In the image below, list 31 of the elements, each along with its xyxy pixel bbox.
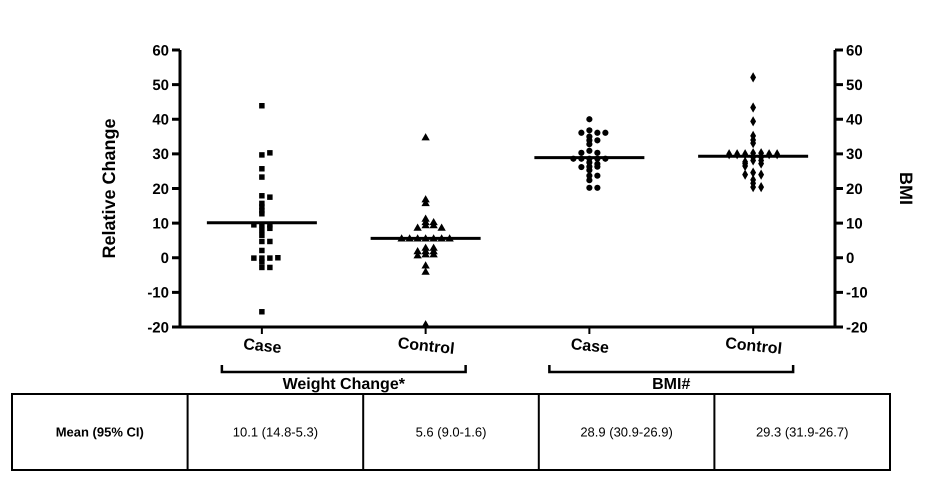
y-tick-label: 0 bbox=[160, 250, 169, 267]
x-tick-label: Case bbox=[570, 336, 610, 357]
text: 28.9 (30.9-26.9) bbox=[580, 424, 673, 440]
y-tick-label: 50 bbox=[846, 76, 863, 94]
x-tick-label: Case bbox=[242, 336, 282, 357]
y-axis-title: Relative Change bbox=[99, 118, 119, 259]
y-tick-label: 60 bbox=[152, 42, 169, 60]
y-tick-label: 60 bbox=[846, 42, 863, 60]
y-tick-label: 10 bbox=[152, 215, 169, 232]
y-tick-label: -10 bbox=[147, 284, 169, 302]
text: BMI# bbox=[652, 376, 690, 393]
y-axis-title: BMI bbox=[896, 172, 916, 205]
text: 10.1 (14.8-5.3) bbox=[232, 424, 318, 440]
y-tick-label: 10 bbox=[846, 215, 863, 232]
y-tick-label: 50 bbox=[152, 76, 169, 94]
x-tick-label: Control bbox=[724, 335, 783, 358]
y-tick-label: 30 bbox=[152, 146, 169, 164]
y-tick-label: 40 bbox=[152, 112, 169, 128]
y-tick-label: -20 bbox=[846, 319, 868, 336]
y-tick-label: 0 bbox=[846, 250, 854, 267]
y-tick-label: 40 bbox=[846, 112, 863, 128]
y-tick-label: 20 bbox=[152, 180, 169, 198]
text: 5.6 (9.0-1.6) bbox=[416, 424, 486, 440]
y-tick-label: -20 bbox=[147, 319, 169, 336]
x-tick-label: Control bbox=[396, 335, 456, 358]
text: Mean (95% CI) bbox=[56, 424, 144, 440]
text: 29.3 (31.9-26.7) bbox=[756, 424, 848, 440]
y-tick-label: 30 bbox=[846, 146, 863, 164]
y-tick-label: 20 bbox=[846, 180, 863, 198]
text: Weight Change* bbox=[282, 376, 406, 393]
y-tick-label: -10 bbox=[846, 284, 868, 302]
